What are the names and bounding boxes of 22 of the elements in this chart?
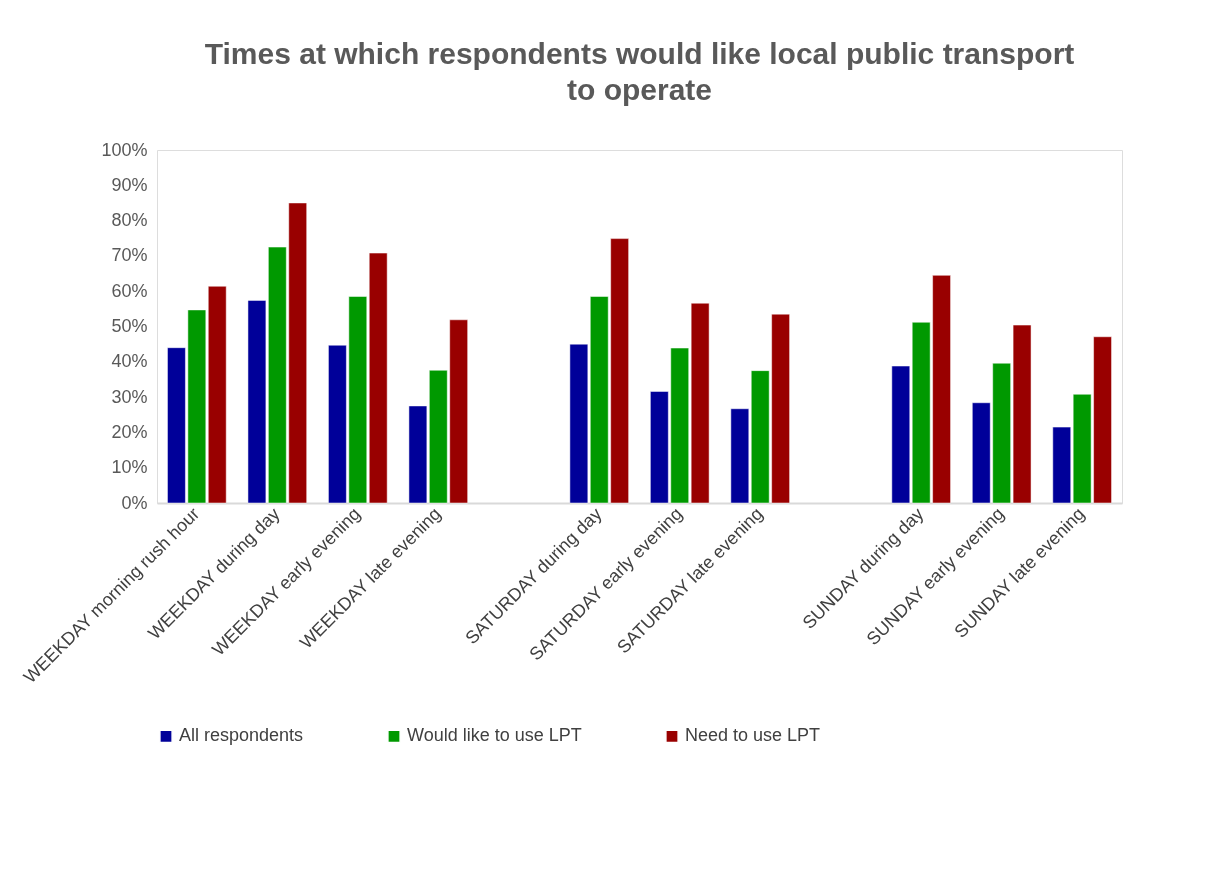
legend-label: Would like to use LPT <box>407 725 582 746</box>
y-tick-label: 40% <box>111 351 148 372</box>
y-tick-label: 60% <box>111 280 148 301</box>
legend-label: Need to use LPT <box>685 725 821 746</box>
bar <box>730 408 750 504</box>
bar <box>368 252 388 504</box>
bar <box>1052 426 1071 504</box>
y-tick-label: 80% <box>111 210 148 231</box>
y-tick-label: 100% <box>101 139 148 160</box>
y-tick-label: 20% <box>111 421 148 442</box>
bar <box>690 302 710 504</box>
chart-title: Times at which respondents would like local public transport to operate <box>204 37 1075 106</box>
bar <box>891 365 911 504</box>
legend-label: All respondents <box>179 725 304 746</box>
bar <box>208 286 227 504</box>
y-tick-label: 30% <box>111 386 148 407</box>
y-tick-label: 10% <box>111 457 148 478</box>
bar <box>569 343 589 504</box>
y-tick-label: 50% <box>111 316 148 336</box>
y-tick-label: 90% <box>111 174 148 195</box>
y-tick-label: 70% <box>111 245 148 266</box>
y-tick-label: 0% <box>121 492 148 513</box>
